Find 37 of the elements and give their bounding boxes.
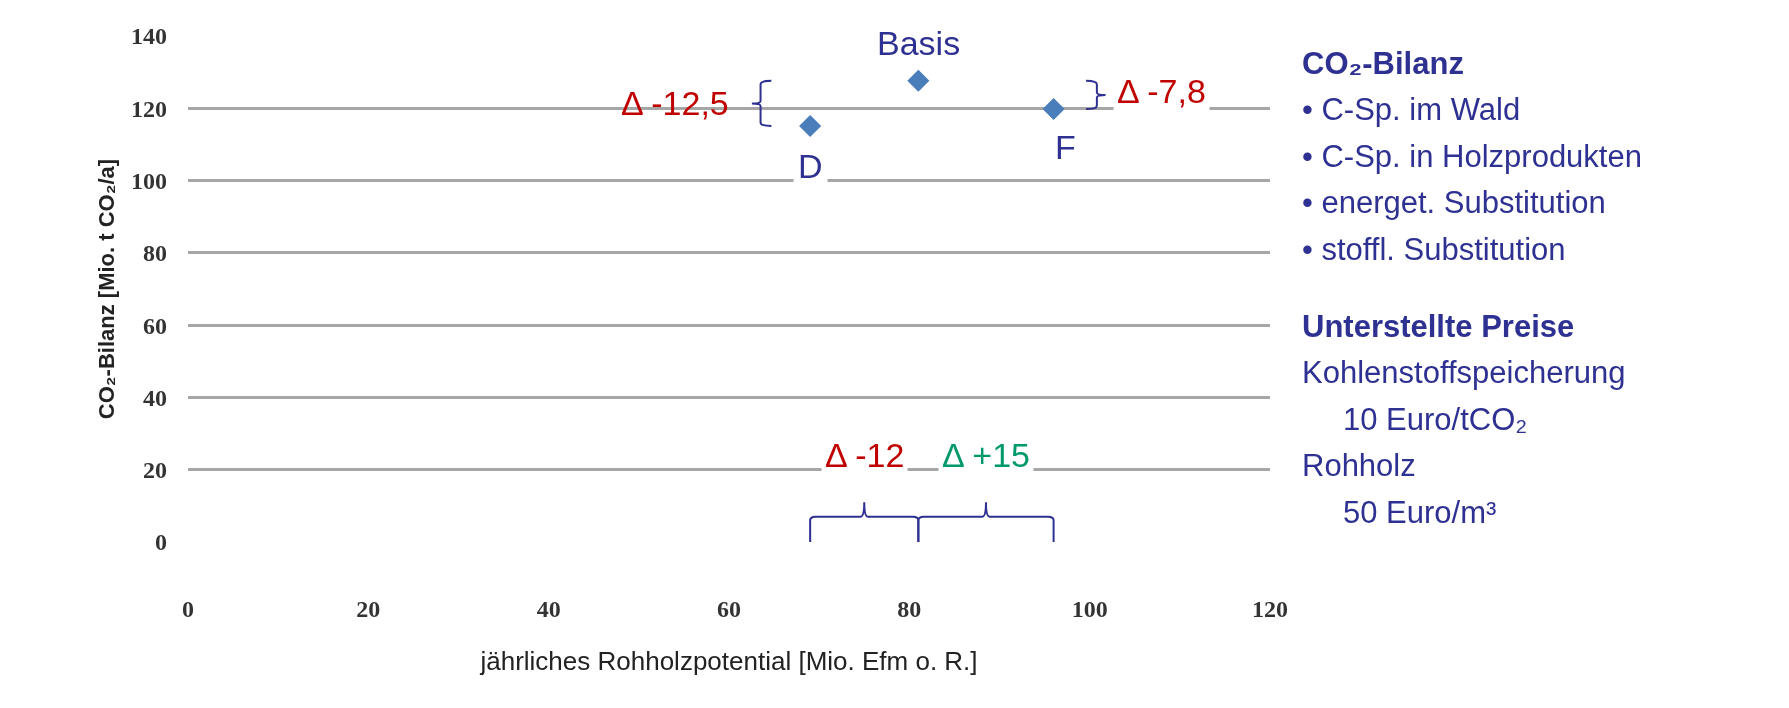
annotation: Δ -12: [825, 436, 905, 474]
annotation: F: [1055, 128, 1076, 166]
text: • C-Sp. im Wald: [1302, 92, 1521, 127]
y-tick-label: 80: [143, 240, 167, 267]
text: CO₂-Bilanz: [1302, 46, 1464, 81]
x-tick-label: 80: [897, 596, 922, 622]
x-tick-label: 20: [356, 596, 381, 622]
x-tick-label: 0: [182, 596, 194, 622]
text: Rohholz: [1302, 448, 1416, 483]
text: • C-Sp. in Holzprodukten: [1302, 139, 1642, 174]
y-tick-label: 140: [131, 23, 167, 50]
point: [799, 114, 822, 138]
y-tick-label: 20: [143, 457, 167, 484]
annotation: Δ +15: [942, 436, 1030, 474]
point: [1042, 97, 1065, 121]
y-tick-label: 0: [155, 529, 167, 556]
annotation: Δ -12,5: [621, 84, 729, 122]
text: • energet. Substitution: [1302, 185, 1606, 220]
point: [907, 69, 930, 92]
y-tick-label: 100: [131, 167, 167, 194]
text: Unterstellte Preise: [1302, 309, 1575, 344]
text: Kohlenstoffspeicherung: [1302, 355, 1626, 390]
y-tick-label: 40: [143, 384, 167, 411]
x-tick-label: 60: [717, 596, 741, 622]
x-tick-label: 100: [1071, 596, 1108, 622]
y-axis-title: CO₂-Bilanz [Mio. t CO₂/a]: [93, 158, 119, 420]
y-tick-label: 120: [131, 95, 167, 122]
text: 10 Euro/tCO₂: [1343, 402, 1528, 437]
x-tick-label: 120: [1252, 596, 1288, 622]
annotation: Δ -7,8: [1117, 72, 1206, 110]
text: • stoffl. Substitution: [1302, 232, 1566, 267]
text: 50 Euro/m³: [1343, 495, 1497, 530]
x-axis-title: jährliches Rohholzpotential [Mio. Efm o. R.]: [479, 645, 978, 676]
annotation: Basis: [877, 24, 961, 62]
x-tick-label: 40: [536, 596, 561, 622]
annotation: D: [798, 147, 823, 185]
y-tick-label: 60: [143, 312, 167, 339]
